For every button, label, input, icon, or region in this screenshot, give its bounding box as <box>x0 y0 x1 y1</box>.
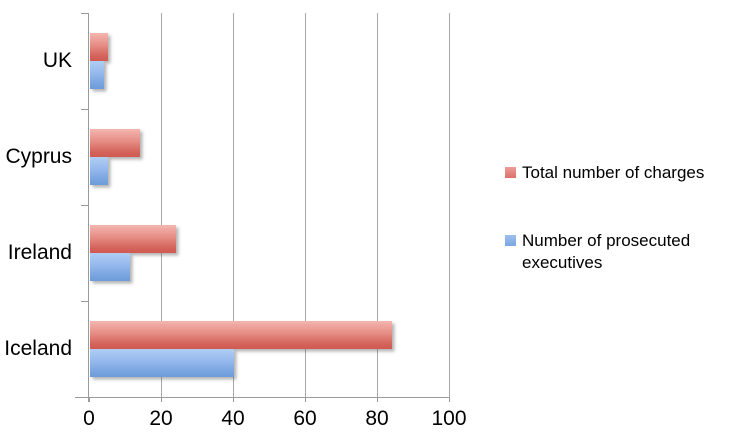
y-axis-tick <box>81 205 89 206</box>
category-label-iceland: Iceland <box>4 337 72 360</box>
gridline-x-60 <box>305 13 306 397</box>
category-label-ireland: Ireland <box>7 241 72 264</box>
legend-label-total-charges: Total number of charges <box>522 163 705 182</box>
bar-iceland-series0 <box>90 321 392 349</box>
gridline-x-80 <box>377 13 378 397</box>
y-axis-tick <box>81 13 89 14</box>
category-label-uk: UK <box>42 49 72 72</box>
x-axis-tick-20 <box>161 397 162 402</box>
x-tick-label-20: 20 <box>149 407 173 430</box>
bar-ireland-series0 <box>90 225 176 253</box>
x-axis-tick-80 <box>377 397 378 402</box>
gridline-x-20 <box>161 13 162 397</box>
y-axis-tick <box>81 109 89 110</box>
gridline-x-40 <box>233 13 234 397</box>
legend-item-total-charges: Total number of charges <box>505 162 704 184</box>
x-axis-tick-100 <box>449 397 450 402</box>
legend-label-prosecuted-executives: Number of prosecuted executives <box>522 231 691 272</box>
x-axis-tick-40 <box>233 397 234 402</box>
x-tick-label-0: 0 <box>83 407 95 430</box>
x-tick-label-80: 80 <box>365 407 389 430</box>
bar-iceland-series1 <box>90 349 234 377</box>
category-label-cyprus: Cyprus <box>5 145 72 168</box>
y-axis <box>88 13 89 402</box>
x-tick-label-100: 100 <box>431 407 467 430</box>
x-axis-tick-60 <box>305 397 306 402</box>
bar-cyprus-series1 <box>90 157 108 185</box>
x-tick-label-40: 40 <box>221 407 245 430</box>
bar-uk-series1 <box>90 61 104 89</box>
x-axis <box>75 397 450 398</box>
legend-swatch-red-icon <box>505 167 516 178</box>
bar-cyprus-series0 <box>90 129 140 157</box>
x-axis-tick-0 <box>89 397 90 402</box>
y-axis-tick <box>81 301 89 302</box>
x-tick-label-60: 60 <box>293 407 317 430</box>
gridline-x-100 <box>449 13 450 397</box>
legend-item-prosecuted-executives: Number of prosecuted executives <box>505 230 722 274</box>
bar-ireland-series1 <box>90 253 130 281</box>
bar-uk-series0 <box>90 33 108 61</box>
legend-swatch-blue-icon <box>505 235 516 246</box>
